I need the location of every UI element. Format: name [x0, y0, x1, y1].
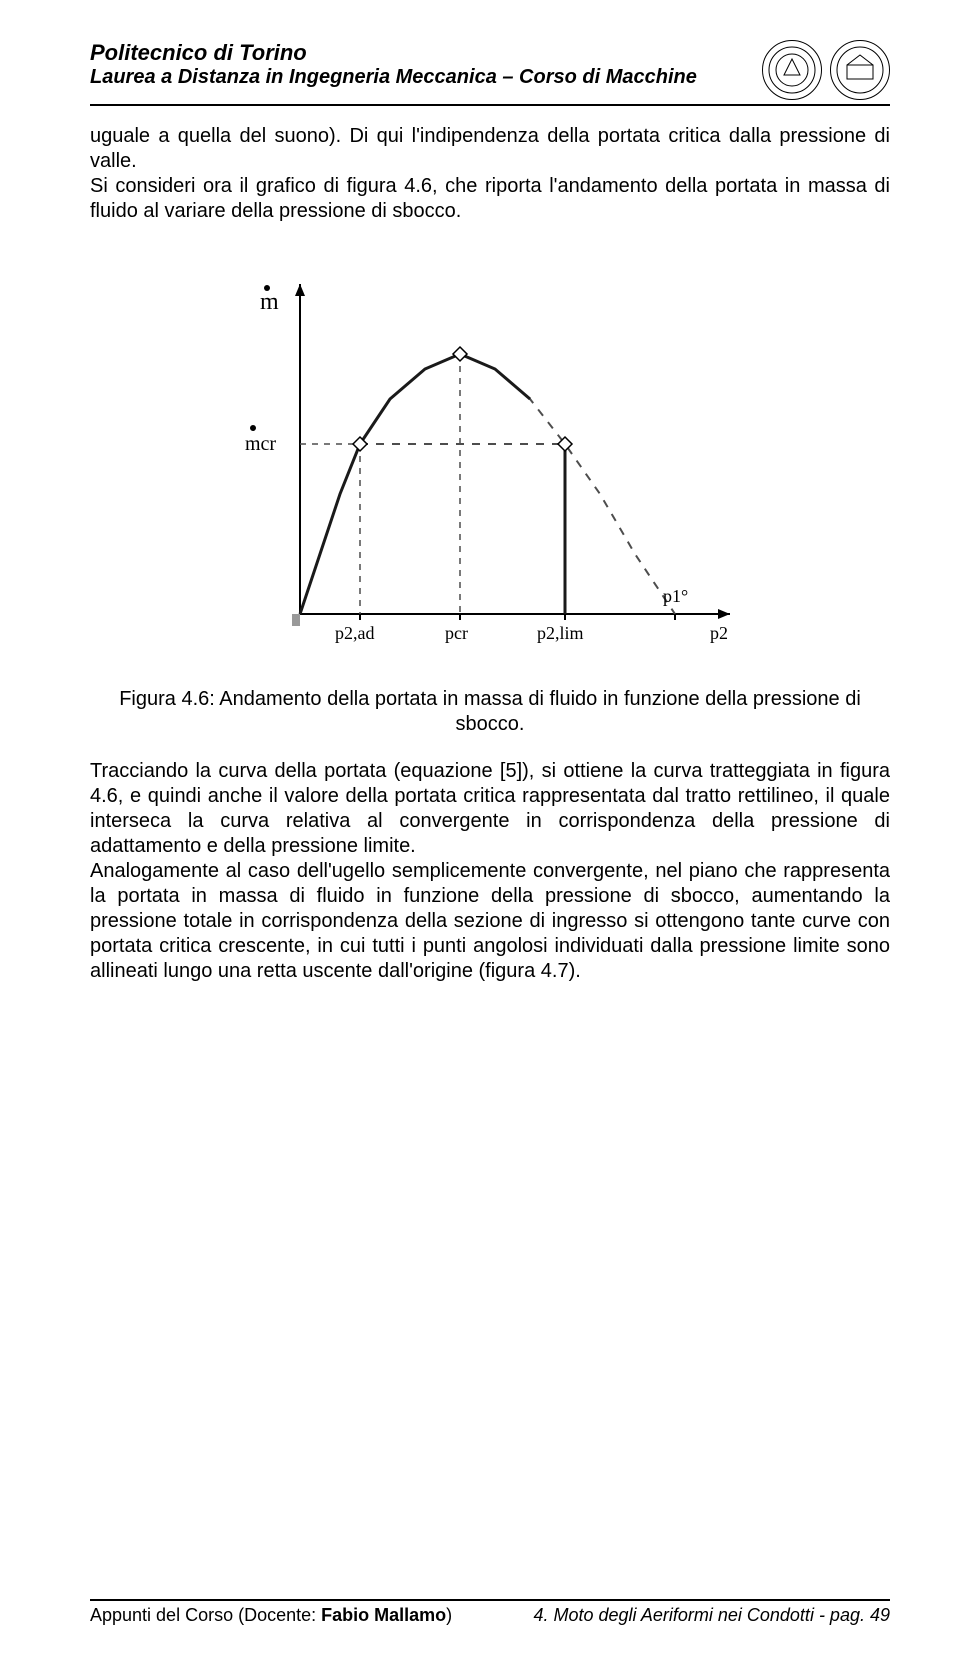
page-header: Politecnico di Torino Laurea a Distanza … [90, 40, 890, 106]
figure-caption: Figura 4.6: Andamento della portata in m… [90, 687, 890, 737]
footer-left: Appunti del Corso (Docente: Fabio Mallam… [90, 1605, 452, 1626]
university-name: Politecnico di Torino [90, 40, 762, 66]
header-text-block: Politecnico di Torino Laurea a Distanza … [90, 40, 762, 89]
header-logos [762, 40, 890, 100]
polito-seal-icon [762, 40, 822, 100]
svg-text:pcr: pcr [445, 623, 468, 643]
svg-text:p1°: p1° [663, 586, 688, 606]
footer-left-prefix: Appunti del Corso (Docente: [90, 1605, 321, 1625]
svg-text:p2,lim: p2,lim [537, 623, 584, 643]
course-line: Laurea a Distanza in Ingegneria Meccanic… [90, 66, 762, 89]
footer-left-suffix: ) [446, 1605, 452, 1625]
paragraph-1: uguale a quella del suono). Di qui l'ind… [90, 124, 890, 224]
mass-flow-vs-pressure-chart: m mcr p2,ad pcr p2,lim p1° p2 [230, 254, 750, 664]
paragraph-2: Tracciando la curva della portata (equaz… [90, 759, 890, 984]
svg-text:p2,ad: p2,ad [335, 623, 375, 643]
svg-text:m: m [260, 289, 279, 315]
svg-text:p2: p2 [710, 623, 728, 643]
footer-right: 4. Moto degli Aeriformi nei Condotti - p… [533, 1605, 890, 1626]
secondary-seal-icon [830, 40, 890, 100]
footer-author-name: Fabio Mallamo [321, 1605, 446, 1625]
page-footer: Appunti del Corso (Docente: Fabio Mallam… [90, 1599, 890, 1626]
svg-text:mcr: mcr [245, 433, 276, 455]
figure-4-6: m mcr p2,ad pcr p2,lim p1° p2 [90, 254, 890, 669]
